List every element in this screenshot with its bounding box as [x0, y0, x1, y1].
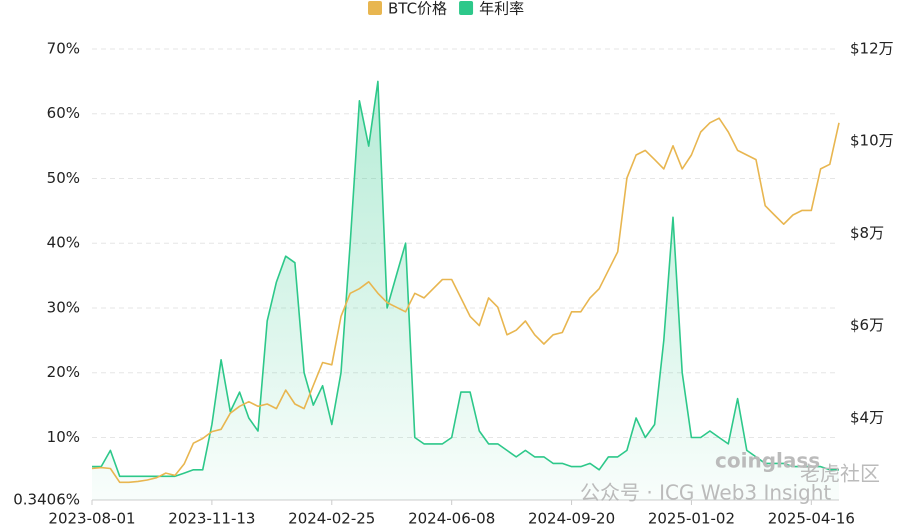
y-tick-label: 50%	[47, 169, 80, 187]
x-tick-label: 2023-08-01	[48, 510, 135, 528]
y-tick-label: 30%	[47, 298, 80, 316]
y-tick-label: 70%	[47, 40, 80, 58]
series-line	[91, 117, 840, 484]
legend-label: 年利率	[479, 0, 524, 18]
watermark: coinglass	[715, 449, 820, 473]
watermark: 公众号 · ICG Web3 Insight	[580, 481, 831, 505]
x-tick-label: 2025-01-02	[648, 510, 735, 528]
series-line	[92, 80, 839, 478]
legend-label: BTC价格	[388, 0, 447, 18]
y-tick-label: 0.3406%	[13, 491, 80, 509]
legend-swatch	[459, 1, 474, 15]
area	[92, 81, 839, 501]
x-tick-label: 2024-06-08	[408, 510, 495, 528]
watermark: 老虎社区	[800, 462, 880, 486]
y2-tick-label: $10万	[850, 132, 894, 150]
y-tick-label: 60%	[47, 104, 80, 122]
y-tick-label: 40%	[47, 234, 80, 252]
x-tick-label: 2025-04-16	[768, 510, 855, 528]
x-tick-label: 2023-11-13	[168, 510, 255, 528]
y2-tick-label: $8万	[850, 224, 884, 242]
y-tick-label: 20%	[47, 363, 80, 381]
y2-tick-label: $4万	[850, 408, 884, 426]
y-tick-label: 10%	[47, 428, 80, 446]
y2-tick-label: $6万	[850, 316, 884, 334]
x-tick-label: 2024-02-25	[288, 510, 375, 528]
y2-tick-label: $12万	[850, 40, 894, 58]
x-tick-label: 2024-09-20	[528, 510, 615, 528]
legend-swatch	[368, 1, 382, 15]
